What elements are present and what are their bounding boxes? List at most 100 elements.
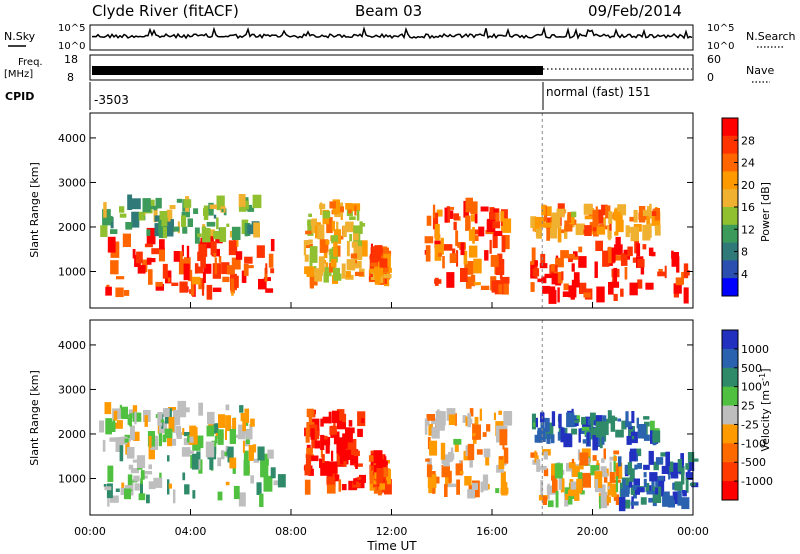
echo-cell: [382, 247, 389, 255]
echo-cell: [629, 448, 637, 462]
echo-cell: [544, 417, 550, 432]
echo-cell: [627, 462, 633, 475]
echo-cell: [127, 414, 131, 425]
velocity-label-close: ]: [759, 368, 772, 372]
echo-cell: [438, 252, 442, 257]
colorbar-swatch: [722, 224, 738, 244]
echo-cell: [503, 447, 509, 464]
echo-cell: [226, 449, 231, 456]
echo-cell: [595, 240, 603, 251]
echo-cell: [148, 443, 155, 460]
echo-cell: [148, 464, 152, 470]
echo-cell: [640, 497, 647, 505]
echo-cell: [492, 234, 498, 249]
echo-cell: [325, 240, 330, 245]
echo-cell: [653, 461, 659, 471]
echo-cell: [167, 434, 172, 447]
echo-cell: [148, 481, 156, 490]
echo-cell: [107, 236, 116, 253]
echo-cell: [532, 268, 540, 277]
echo-cell: [123, 290, 130, 296]
echo-cell: [179, 281, 188, 293]
echo-cell: [158, 430, 162, 447]
echo-cell: [198, 402, 203, 416]
echo-cell: [687, 452, 695, 463]
echo-cell: [447, 206, 455, 210]
echo-cell: [264, 267, 268, 282]
echo-cell: [173, 421, 176, 433]
y-tick-label: 2000: [58, 428, 86, 441]
echo-cell: [306, 447, 313, 455]
echo-cell: [305, 240, 310, 246]
echo-cell: [222, 276, 230, 283]
echo-cell: [583, 292, 591, 298]
echo-cell: [424, 236, 434, 244]
echo-cell: [576, 478, 583, 494]
echo-cell: [637, 424, 647, 439]
echo-cell: [217, 457, 222, 467]
echo-cell: [201, 226, 207, 238]
echo-cell: [177, 400, 187, 418]
colorbar-swatch: [722, 171, 738, 190]
echo-cell: [621, 420, 627, 430]
echo-cell: [164, 428, 173, 439]
echo-cell: [470, 274, 476, 287]
echo-cell: [206, 425, 215, 437]
echo-cell: [252, 194, 262, 209]
echo-cell: [127, 194, 133, 210]
echo-cell: [554, 463, 563, 479]
echo-cell: [590, 419, 594, 434]
echo-cell: [613, 450, 620, 455]
echo-cell: [342, 225, 347, 238]
echo-cell: [467, 261, 474, 275]
echo-cell: [309, 275, 318, 286]
echo-cell: [213, 253, 217, 258]
echo-cell: [613, 293, 618, 301]
echo-cell: [579, 452, 589, 466]
echo-cell: [273, 480, 281, 486]
echo-cell: [654, 225, 661, 236]
echo-cell: [580, 490, 585, 495]
echo-cell: [124, 438, 129, 443]
echo-cell: [140, 470, 145, 480]
echo-cell: [630, 501, 639, 506]
echo-cell: [249, 424, 253, 431]
colorbar-frame: [721, 329, 739, 501]
echo-cell: [449, 253, 457, 263]
echo-cell: [631, 411, 635, 424]
echo-cell: [124, 488, 131, 500]
echo-cell: [669, 461, 674, 472]
echo-cell: [191, 276, 201, 285]
velocity-y-axis: 1000 2000 3000 4000: [58, 339, 693, 485]
echo-cell: [181, 447, 191, 457]
echo-cell: [120, 487, 127, 496]
echo-cell: [683, 263, 689, 279]
echo-cell: [308, 213, 312, 217]
echo-cell: [109, 437, 116, 442]
echo-cell: [683, 287, 689, 304]
x-tick-label: 00:00: [677, 525, 709, 538]
echo-cell: [142, 198, 151, 213]
echo-cell: [159, 239, 165, 250]
echo-cell: [165, 221, 174, 237]
echo-cell: [162, 227, 167, 239]
echo-cell: [615, 219, 624, 233]
echo-cell: [609, 461, 612, 478]
echo-cell: [664, 265, 667, 279]
echo-cell: [500, 487, 509, 495]
echo-cell: [424, 250, 427, 255]
echo-cell: [568, 462, 576, 469]
echo-cell: [238, 194, 246, 207]
echo-cell: [571, 428, 578, 435]
echo-cell: [247, 204, 253, 211]
echo-cell: [431, 426, 440, 439]
echo-cell: [225, 430, 227, 440]
echo-cell: [590, 412, 596, 421]
echo-cell: [665, 451, 670, 467]
echo-cell: [128, 464, 134, 470]
echo-cell: [360, 240, 368, 257]
echo-cell: [552, 479, 558, 493]
echo-cell: [372, 484, 379, 488]
echo-cell: [207, 411, 215, 425]
echo-cell: [609, 456, 615, 461]
